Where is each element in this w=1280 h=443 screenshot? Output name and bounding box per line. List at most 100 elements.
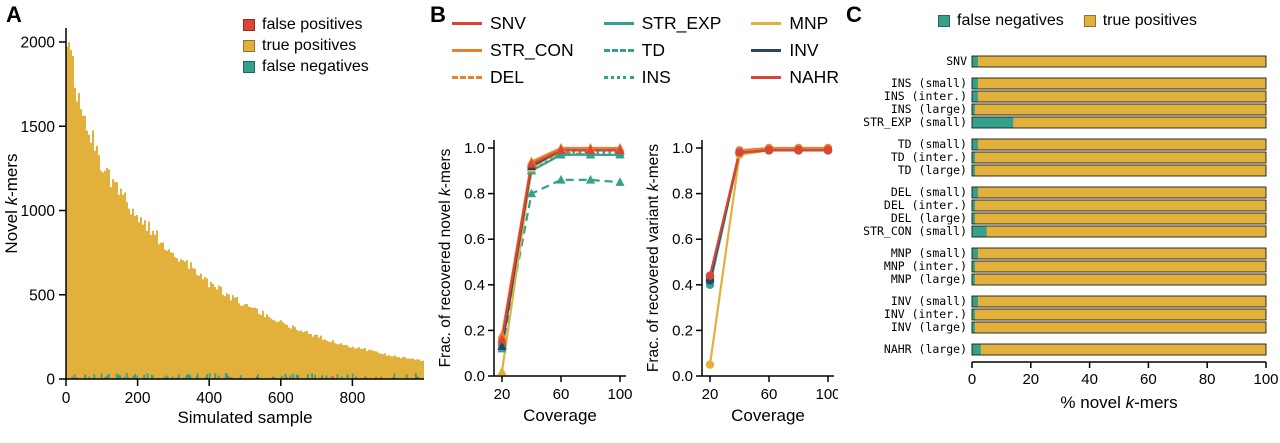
legendB-SNV-line-icon (452, 22, 482, 25)
panel-c-label: C (846, 2, 862, 27)
legendB-NAHR: NAHR (751, 67, 839, 88)
panelA-xtick: 800 (339, 390, 365, 407)
legendC-false-negatives-swatch-icon (938, 15, 950, 27)
marker-NAHR (823, 146, 833, 155)
legendA-false-negatives-label: false negatives (262, 58, 369, 75)
ytick: 0.6 (464, 231, 485, 248)
legendA-true-positives: true positives (243, 37, 369, 55)
bar-tp-TD (inter.) (972, 152, 1266, 163)
panelA-ytick: 1500 (21, 119, 56, 136)
xtick: 20 (494, 386, 511, 403)
legendB-NAHR-line-icon (751, 76, 782, 79)
panel-c-legend: false negatives true positives (938, 12, 1197, 30)
marker-NAHR (556, 145, 566, 154)
legendB-NAHR-label: NAHR (789, 67, 839, 87)
marker-MNP (705, 360, 715, 369)
panelA-xlabel: Simulated sample (177, 408, 312, 427)
series-line-STR_CON (708, 146, 828, 279)
marker-NAHR (615, 145, 625, 154)
bar-fn-INV (inter.) (972, 309, 975, 320)
panelC-xtick: 60 (1140, 371, 1157, 388)
bar-label-INS (small): INS (small) (891, 76, 967, 90)
ytick: 1.0 (672, 140, 693, 157)
legendB-STR_EXP: STR_EXP (603, 13, 721, 34)
bar-outline-DEL (large) (971, 212, 1267, 225)
marker-NAHR (705, 271, 715, 280)
legendC-true-positives-swatch-icon (1083, 15, 1096, 27)
panel-c: C false negatives true positives SNV INS (… (838, 0, 1280, 443)
bar-label-MNP (large): MNP (large) (891, 272, 967, 286)
series-line-TD (500, 178, 621, 349)
bar-outline-MNP (inter.) (971, 260, 1267, 273)
bar-tp-MNP (inter.) (972, 261, 1266, 272)
bar-fn-INS (small) (972, 78, 978, 89)
ytick: 0.0 (464, 368, 485, 385)
true-positives-area (66, 42, 424, 380)
marker-NAHR (794, 146, 803, 155)
xlabel: Coverage (523, 406, 597, 425)
legendB-INS-line-icon (603, 76, 634, 79)
legendC-false-negatives-label: false negatives (957, 12, 1064, 29)
legendB-INS-label: INS (641, 67, 671, 87)
series-line-SNV (708, 149, 828, 276)
legendC-false-negatives: false negatives (938, 12, 1064, 30)
bar-fn-DEL (inter.) (972, 200, 975, 211)
legendB-INV: INV (751, 40, 839, 61)
panelA-ylabel: Novel k-mers (2, 153, 21, 253)
bar-outline-INV (large) (971, 321, 1267, 334)
bar-label-INS (large): INS (large) (891, 102, 967, 116)
bar-label-MNP (inter.): MNP (inter.) (884, 259, 967, 273)
bar-tp-INS (large) (972, 104, 1266, 115)
bar-label-INV (inter.): INV (inter.) (884, 307, 967, 321)
series-line-MNP (708, 149, 828, 365)
bar-label-NAHR (large): NAHR (large) (884, 342, 967, 356)
legendB-MNP-line-icon (751, 22, 782, 25)
legendB-DEL-line-icon (452, 76, 482, 79)
bar-label-STR_EXP (small): STR_EXP (small) (863, 115, 967, 129)
bar-tp-INS (small) (972, 78, 1266, 89)
bar-outline-TD (small) (971, 138, 1267, 151)
bar-tp-INV (small) (972, 296, 1266, 307)
panel-a: A false positives true positives false neg… (0, 0, 430, 443)
bar-tp-MNP (large) (972, 274, 1266, 285)
panel-a-legend: false positives true positives false negat… (243, 16, 369, 76)
ytick: 0.2 (464, 322, 485, 339)
panel-a-chart: 0 500 1000 1500 2000 0 200 400 600 800 Simulated s… (2, 28, 424, 427)
bar-tp-DEL (inter.) (972, 200, 1266, 211)
panel-b-legend: SNV STR_CON DEL STR_EXP TD INS MNP INV NAHR (452, 10, 839, 91)
panelA-ytick: 500 (29, 287, 55, 304)
panel-a-label: A (6, 2, 22, 27)
bar-fn-TD (small) (972, 139, 978, 150)
bar-tp-INS (inter.) (972, 91, 1266, 102)
bar-fn-SNV (972, 56, 978, 67)
axes (493, 140, 626, 377)
panelC-xtick: 20 (1022, 371, 1039, 388)
bar-outline-MNP (small) (971, 247, 1267, 260)
bar-outline-STR_EXP (small) (971, 116, 1267, 129)
bar-label-MNP (small): MNP (small) (891, 246, 967, 260)
bar-tp-STR_CON (small) (972, 226, 1266, 237)
bar-fn-INS (inter.) (972, 91, 978, 102)
bar-fn-DEL (small) (972, 187, 978, 198)
legendB-DEL-label: DEL (490, 67, 525, 87)
axes (701, 140, 834, 377)
legendB-INV-label: INV (789, 40, 819, 60)
ytick: 0.2 (672, 322, 693, 339)
marker-NAHR (735, 148, 744, 157)
bar-tp-DEL (large) (972, 213, 1266, 224)
bar-label-INV (large): INV (large) (891, 320, 967, 334)
bar-outline-INS (inter.) (971, 90, 1267, 103)
legendB-DEL: DEL (452, 67, 574, 88)
bar-outline-SNV (971, 55, 1267, 68)
panelA-xtick: 600 (268, 390, 294, 407)
bar-tp-INV (large) (972, 322, 1266, 333)
marker-TD (556, 174, 566, 184)
xtick: 20 (702, 386, 719, 403)
marker-MNP (497, 366, 507, 376)
legendB-MNP: MNP (751, 13, 839, 34)
marker-INV (497, 341, 507, 351)
xtick: 60 (761, 386, 778, 403)
bar-label-DEL (inter.): DEL (inter.) (884, 198, 967, 212)
bar-fn-INV (large) (972, 322, 975, 333)
